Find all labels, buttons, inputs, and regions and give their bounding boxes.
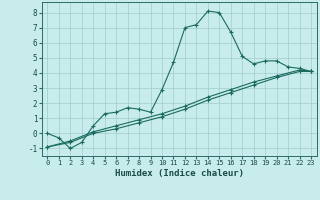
X-axis label: Humidex (Indice chaleur): Humidex (Indice chaleur) — [115, 169, 244, 178]
